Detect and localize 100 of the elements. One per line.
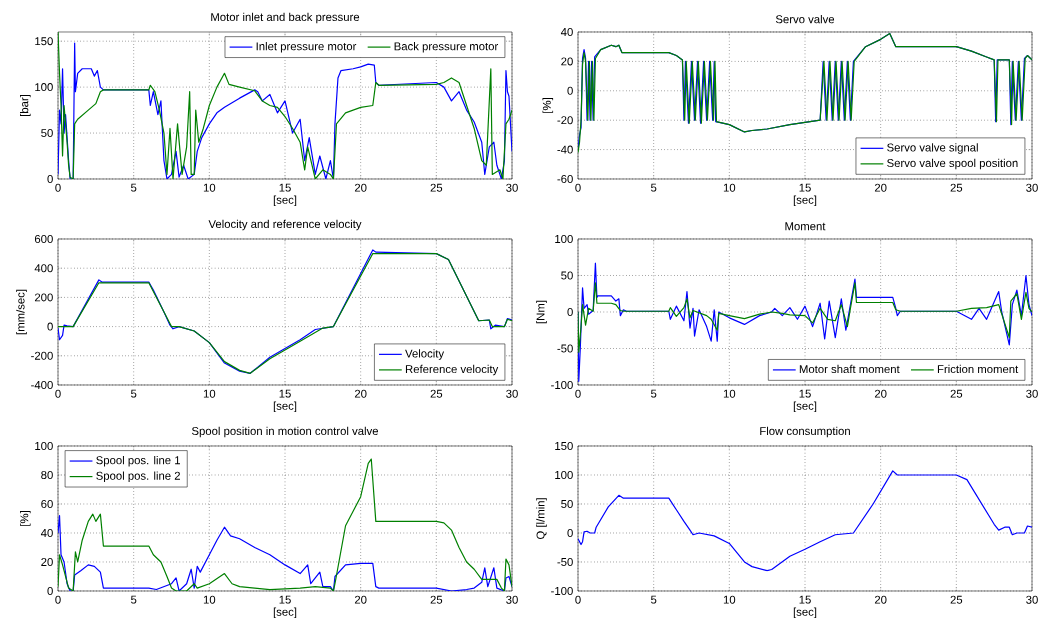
y-tick-label: -50: [557, 344, 573, 353]
y-axis-title: [mm/sec]: [16, 289, 27, 335]
y-tick-label: 80: [41, 470, 53, 479]
x-tick-label: 0: [575, 389, 581, 398]
x-tick-label: 10: [203, 389, 216, 398]
x-tick-label: 15: [279, 595, 291, 604]
x-tick-label: 25: [430, 595, 443, 604]
x-tick-label: 15: [279, 183, 291, 192]
y-tick-label: 40: [560, 27, 573, 36]
y-tick-label: -100: [551, 586, 573, 595]
x-axis-title: [sec]: [793, 195, 817, 207]
x-tick-label: 30: [506, 389, 518, 398]
y-tick-label: 20: [41, 557, 53, 566]
x-tick-label: 0: [55, 183, 61, 192]
x-tick-label: 20: [354, 595, 367, 604]
y-tick-label: 0: [47, 586, 53, 595]
x-tick-label: 5: [650, 389, 657, 398]
x-tick-label: 15: [799, 183, 811, 192]
y-tick-label: 50: [41, 129, 53, 138]
y-tick-label: -200: [31, 351, 53, 360]
legend-label: Servo valve spool position: [887, 158, 1018, 170]
y-tick-label: 50: [561, 271, 573, 280]
y-tick-label: 60: [41, 499, 53, 508]
x-tick-label: 0: [575, 183, 581, 192]
y-tick-label: 200: [34, 293, 53, 302]
x-tick-label: 15: [279, 389, 291, 398]
x-tick-label: 5: [650, 183, 657, 192]
x-tick-label: 5: [130, 389, 137, 398]
y-tick-label: -40: [557, 145, 573, 154]
y-tick-label: 150: [555, 441, 573, 450]
chart-title: Motor inlet and back pressure: [211, 12, 360, 24]
x-tick-label: 10: [723, 183, 736, 192]
x-tick-label: 0: [55, 595, 61, 604]
y-tick-label: 100: [35, 83, 53, 92]
x-tick-label: 20: [354, 389, 367, 398]
x-tick-label: 15: [799, 595, 811, 604]
y-tick-label: 600: [34, 234, 53, 243]
y-tick-label: 0: [567, 528, 573, 537]
x-tick-label: 20: [354, 183, 367, 192]
x-tick-label: 10: [723, 389, 736, 398]
x-axis-title: [sec]: [273, 195, 297, 207]
legend-label: Friction moment: [937, 364, 1019, 374]
y-tick-label: 0: [567, 86, 573, 95]
chart-title: Moment: [785, 222, 826, 231]
x-tick-label: 20: [874, 183, 887, 192]
y-tick-label: -20: [557, 116, 573, 125]
legend-label: Velocity: [405, 349, 445, 360]
y-axis-title: [%]: [20, 511, 31, 526]
y-tick-label: 0: [47, 174, 53, 183]
x-tick-label: 30: [1026, 389, 1038, 398]
x-tick-label: 0: [55, 389, 61, 398]
y-tick-label: 400: [34, 264, 53, 273]
chart-title: Servo valve: [775, 14, 835, 24]
y-axis-title: [bar]: [20, 94, 31, 117]
x-tick-label: 20: [874, 595, 887, 604]
y-tick-label: 20: [561, 57, 573, 66]
chart-title: Spool position in motion control valve: [191, 426, 379, 438]
x-tick-label: 25: [950, 389, 963, 398]
x-tick-label: 20: [874, 389, 887, 398]
y-axis-title: [Nm]: [536, 300, 547, 324]
x-axis-title: [sec]: [793, 607, 817, 619]
x-tick-label: 30: [1026, 183, 1038, 192]
x-tick-label: 5: [130, 183, 137, 192]
y-axis-title: [%]: [542, 98, 554, 113]
y-tick-label: -100: [551, 380, 573, 389]
y-tick-label: 100: [555, 470, 573, 479]
x-tick-label: 0: [575, 595, 581, 604]
x-tick-label: 5: [650, 595, 657, 604]
x-tick-label: 25: [430, 389, 443, 398]
x-tick-label: 10: [203, 183, 216, 192]
legend-label: Servo valve signal: [887, 143, 978, 154]
legend-label: Spool pos. line 1: [96, 455, 180, 467]
x-tick-label: 30: [506, 183, 518, 192]
legend-label: Back pressure motor: [394, 41, 499, 53]
x-tick-label: 10: [203, 595, 216, 604]
y-tick-label: -60: [557, 174, 573, 183]
x-axis-title: [sec]: [273, 401, 297, 413]
y-tick-label: 0: [47, 322, 53, 331]
line-series: [578, 470, 1032, 572]
x-tick-label: 25: [950, 595, 963, 604]
x-tick-label: 15: [799, 389, 811, 398]
x-tick-label: 25: [430, 183, 443, 192]
y-tick-label: -50: [557, 557, 573, 566]
x-tick-label: 10: [723, 595, 736, 604]
line-series: [578, 282, 1032, 353]
x-axis-title: [sec]: [273, 607, 297, 619]
x-tick-label: 5: [130, 595, 137, 604]
y-tick-label: 50: [561, 499, 573, 508]
legend-label: Reference velocity: [405, 364, 499, 376]
x-tick-label: 30: [506, 595, 518, 604]
y-tick-label: -400: [31, 380, 53, 389]
x-axis-title: [sec]: [793, 401, 817, 413]
legend-label: Inlet pressure motor: [256, 41, 357, 53]
y-tick-label: 100: [35, 441, 53, 450]
chart-title: Flow consumption: [760, 426, 850, 438]
line-series: [578, 262, 1032, 382]
chart-title: Velocity and reference velocity: [208, 219, 362, 231]
y-tick-label: 0: [567, 307, 573, 316]
y-tick-label: 150: [35, 37, 53, 46]
legend-label: Motor shaft moment: [799, 364, 900, 374]
